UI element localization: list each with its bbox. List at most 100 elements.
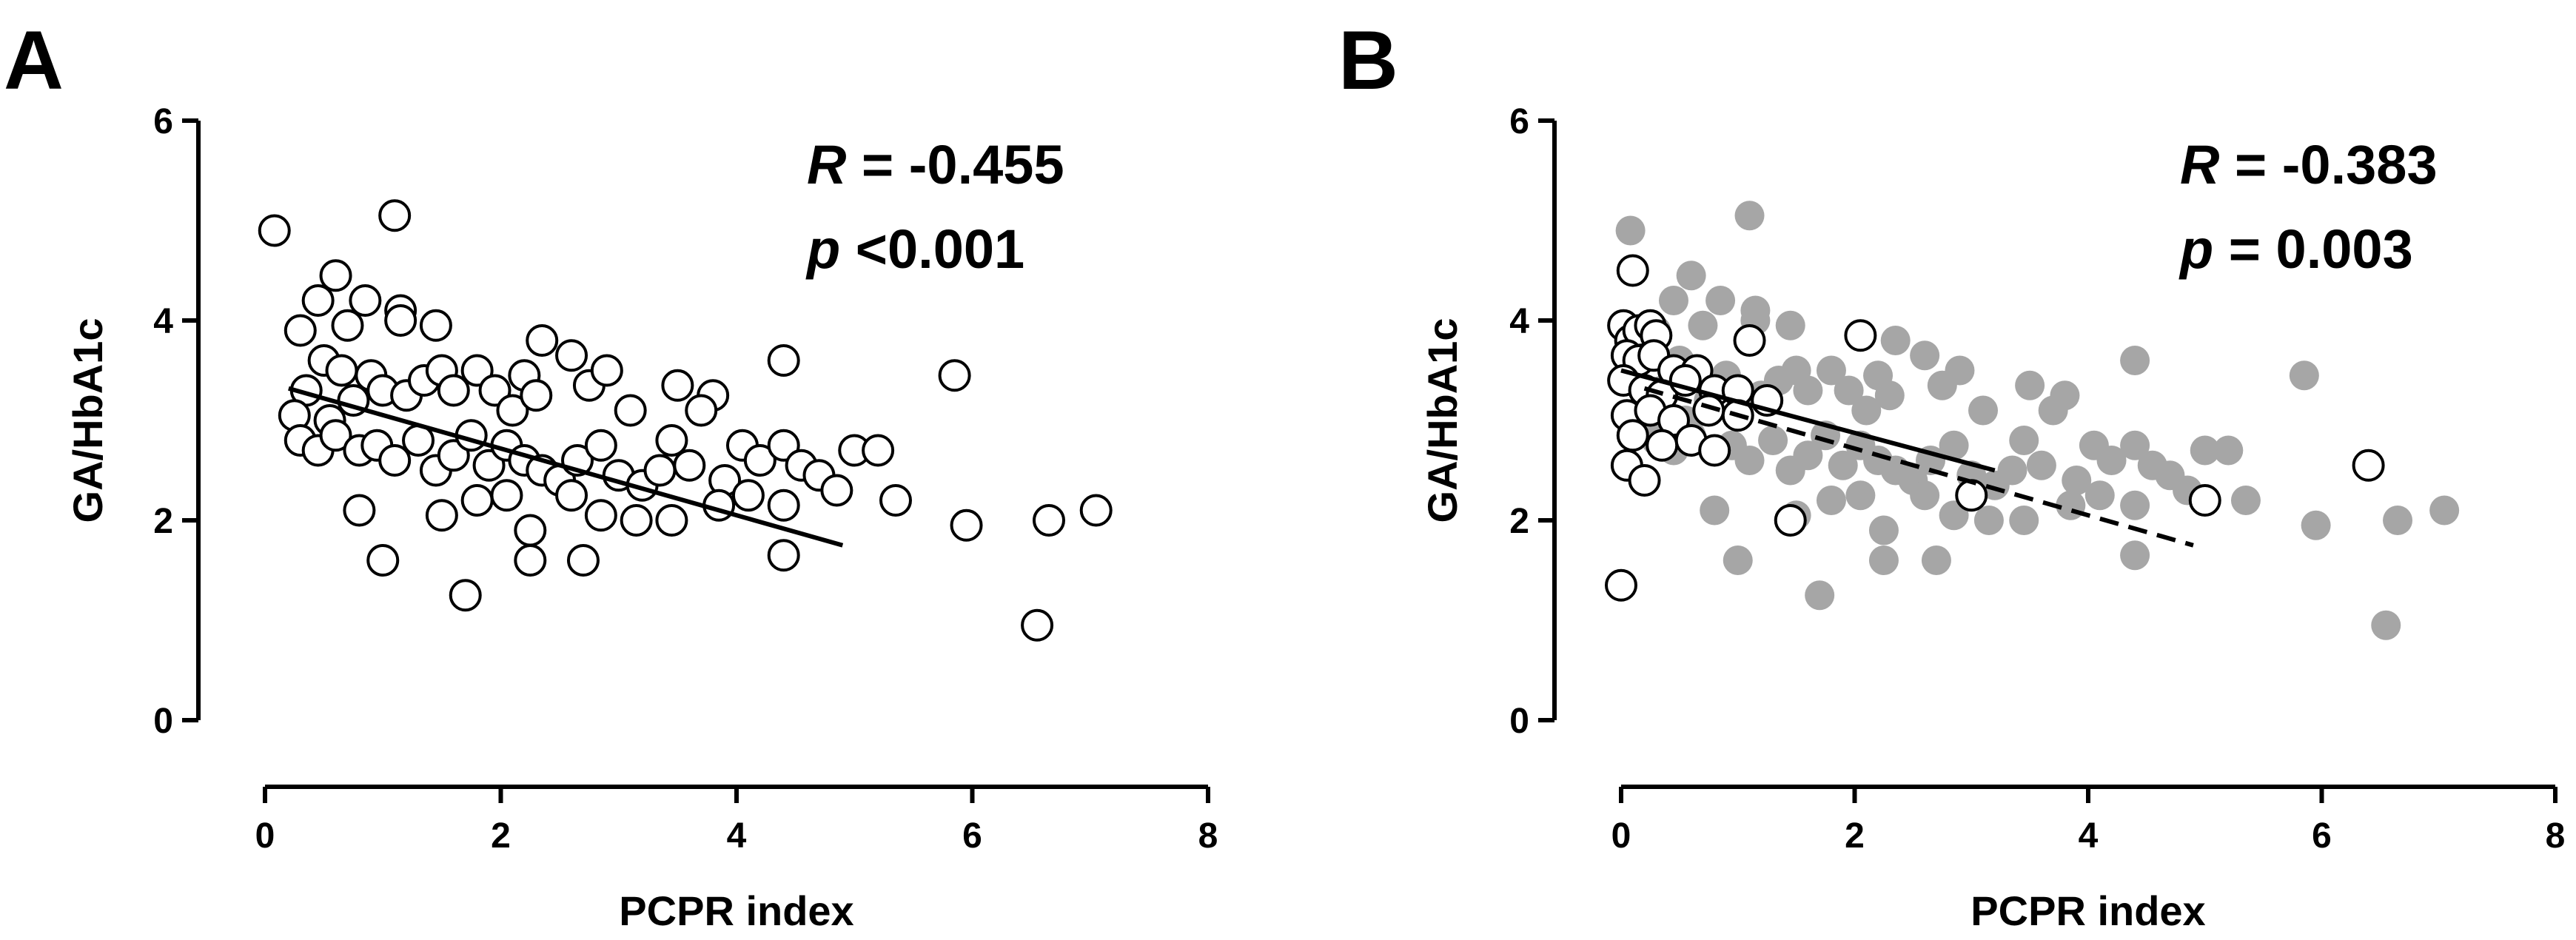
p-value: <0.001 [840, 218, 1024, 280]
data-point [2120, 490, 2150, 520]
data-point [1939, 430, 1969, 460]
data-point [1723, 545, 1753, 575]
data-point [2009, 506, 2039, 535]
data-point [2352, 449, 2385, 482]
data-point [1615, 215, 1646, 246]
data-point [1676, 261, 1706, 291]
data-point [1705, 286, 1736, 315]
r-symbol: R [807, 134, 846, 195]
panel-label: B [1338, 14, 1398, 107]
data-point [1997, 455, 2027, 486]
data-point [1845, 480, 1876, 511]
data-point [820, 474, 853, 507]
x-tick-label: 0 [255, 816, 275, 856]
data-point [1733, 324, 1766, 357]
x-tick-label: 2 [1845, 816, 1865, 856]
data-point [1079, 494, 1113, 527]
data-point [566, 544, 600, 577]
data-point [661, 369, 694, 402]
data-point [2026, 450, 2056, 480]
data-point [378, 199, 412, 232]
data-point [767, 344, 800, 377]
y-tick-label: 4 [1509, 302, 1529, 341]
regression-line-dashed [1643, 386, 2194, 548]
data-point [325, 354, 358, 387]
data-point [514, 544, 547, 577]
y-axis-label: GA/HbA1c [64, 318, 111, 523]
x-tick-label: 6 [2312, 816, 2332, 856]
data-point [2213, 435, 2244, 466]
y-tick-label: 2 [153, 502, 173, 541]
data-point [767, 489, 800, 522]
data-point [1921, 545, 1951, 575]
data-point [490, 479, 523, 512]
data-point [1910, 340, 1940, 371]
data-point [1874, 380, 1905, 411]
data-point [2383, 506, 2413, 535]
data-point [862, 434, 895, 467]
data-point [743, 444, 777, 477]
panel-a: A 0 2 4 6 0 2 4 6 8 PCPR index GA/HbA1c R = -0.455 p … [4, 14, 1218, 934]
data-point [319, 419, 352, 452]
data-point [2009, 426, 2039, 455]
y-tick-label: 6 [153, 102, 173, 141]
x-axis-label: PCPR index [619, 887, 853, 934]
x-tick-label: 6 [962, 816, 982, 856]
data-point [1700, 495, 1730, 526]
data-point [2038, 395, 2068, 426]
data-point [1828, 450, 1858, 480]
data-point [1945, 355, 1975, 386]
data-point [384, 304, 417, 337]
y-axis-label: GA/HbA1c [1419, 318, 1466, 523]
data-point [301, 284, 335, 317]
x-tick-label: 4 [727, 816, 747, 856]
panel-b: B 0 2 4 6 0 2 4 6 8 PCPR index GA/HbA1c R = -0.383 p … [1338, 14, 2565, 934]
data-point [2429, 495, 2460, 526]
data-point [1910, 480, 1940, 511]
data-point [1834, 375, 1864, 406]
data-point [1955, 479, 1988, 512]
data-point [258, 214, 291, 247]
data-point [1605, 568, 1637, 602]
y-tick-label: 2 [1509, 502, 1529, 541]
data-point [2120, 346, 2150, 375]
data-point [584, 499, 617, 532]
data-point [2188, 484, 2221, 517]
data-point [514, 514, 547, 547]
data-point [1973, 506, 2004, 535]
data-point [349, 284, 382, 317]
x-tick-label: 8 [1198, 816, 1218, 856]
regression-line [288, 386, 844, 548]
data-point [437, 374, 470, 407]
r-statistic: R = -0.383 [2180, 134, 2438, 195]
x-axis-label: PCPR index [1970, 887, 2205, 934]
data-point [1851, 395, 1882, 426]
data-point [1688, 310, 1718, 340]
data-point [2062, 466, 2092, 495]
data-point [2084, 480, 2115, 511]
data-point [1774, 504, 1807, 537]
data-point [1021, 608, 1054, 642]
data-point [1968, 395, 1999, 426]
p-symbol: p [805, 218, 840, 280]
data-point [731, 479, 765, 512]
data-point [673, 449, 706, 482]
data-point [655, 424, 688, 457]
data-point [1868, 545, 1899, 575]
regression-line [1620, 368, 1996, 473]
data-point [555, 339, 588, 372]
data-point [1734, 201, 1765, 231]
data-point [425, 499, 458, 532]
data-point [2120, 430, 2150, 460]
data-point [1033, 504, 1066, 537]
data-point [1793, 440, 1823, 471]
data-point [584, 429, 617, 462]
data-point [449, 579, 482, 612]
data-point [685, 394, 718, 427]
data-point [590, 354, 623, 387]
data-point [2289, 360, 2319, 391]
data-point [2015, 370, 2045, 400]
data-point [1775, 310, 1805, 340]
data-point [767, 539, 800, 572]
